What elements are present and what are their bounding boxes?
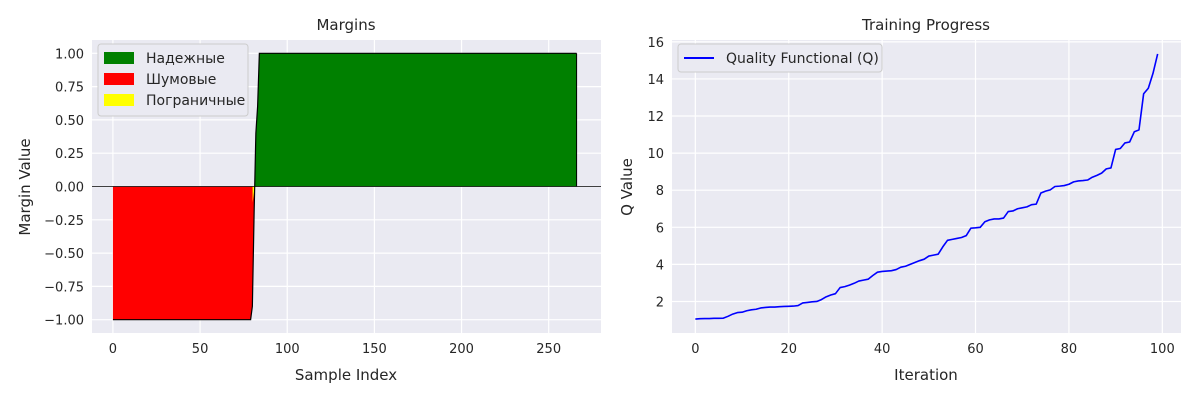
legend-swatch-border xyxy=(104,94,134,106)
training-legend: Quality Functional (Q) xyxy=(677,43,883,73)
training-grid xyxy=(672,40,1181,333)
training-progress-chart: 0 20 40 60 80 100 2 4 6 8 10 12 14 16 Training Progre… xyxy=(618,16,1181,384)
y-tick-label: −0.75 xyxy=(44,280,84,295)
legend-swatch-reliable xyxy=(104,52,134,64)
x-tick-label: 100 xyxy=(275,342,300,357)
training-title: Training Progress xyxy=(861,16,990,34)
x-tick-label: 80 xyxy=(1061,342,1078,357)
x-tick-label: 60 xyxy=(967,342,984,357)
y-tick-label: 0.00 xyxy=(55,181,84,196)
y-tick-label: −0.50 xyxy=(44,247,84,262)
margins-legend-box xyxy=(97,43,249,117)
y-tick-label: 0.50 xyxy=(55,114,84,129)
x-tick-label: 250 xyxy=(536,342,561,357)
margins-x-axis-label: Sample Index xyxy=(295,366,397,384)
reliable-area xyxy=(254,53,577,187)
x-tick-label: 0 xyxy=(109,342,117,357)
x-tick-label: 200 xyxy=(449,342,474,357)
y-tick-label: 8 xyxy=(656,184,664,199)
y-tick-label: 0.75 xyxy=(55,81,84,96)
y-tick-label: 4 xyxy=(656,258,664,273)
legend-swatch-noise xyxy=(104,73,134,85)
margins-ticks: 0 50 100 150 200 250 −1.00 −0.75 −0.50 −0.25 0.00 0… xyxy=(44,47,561,357)
margins-y-axis-label: Margin Value xyxy=(16,138,34,235)
y-tick-label: 1.00 xyxy=(55,47,84,62)
y-tick-label: 12 xyxy=(647,110,664,125)
legend-label-noise: Шумовые xyxy=(146,72,216,88)
training-y-axis-label: Q Value xyxy=(618,158,636,216)
x-tick-label: 50 xyxy=(192,342,209,357)
legend-label-quality: Quality Functional (Q) xyxy=(726,51,879,67)
y-tick-label: 16 xyxy=(647,36,664,51)
training-x-axis-label: Iteration xyxy=(894,366,958,384)
training-plot-area xyxy=(672,40,1181,333)
x-tick-label: 100 xyxy=(1150,342,1175,357)
x-tick-label: 0 xyxy=(691,342,699,357)
x-tick-label: 150 xyxy=(362,342,387,357)
margins-title: Margins xyxy=(316,16,375,34)
training-marks xyxy=(695,53,1159,320)
legend-label-reliable: Надежные xyxy=(146,51,225,67)
x-tick-label: 40 xyxy=(874,342,891,357)
x-tick-label: 20 xyxy=(780,342,797,357)
y-tick-label: 10 xyxy=(647,147,664,162)
y-tick-label: 0.25 xyxy=(55,147,84,162)
y-tick-label: −0.25 xyxy=(44,214,84,229)
training-legend-box xyxy=(677,43,883,73)
margins-marks xyxy=(92,52,601,321)
margin-curve xyxy=(112,52,577,321)
margins-legend: Надежные Шумовые Пограничные xyxy=(97,43,249,117)
margins-chart: 0 50 100 150 200 250 −1.00 −0.75 −0.50 −0.25 0.00 0… xyxy=(16,16,601,384)
training-ticks: 0 20 40 60 80 100 2 4 6 8 10 12 14 16 xyxy=(647,36,1174,357)
y-tick-label: 2 xyxy=(656,295,664,310)
legend-label-border: Пограничные xyxy=(146,93,245,109)
quality-line xyxy=(695,53,1159,320)
y-tick-label: 6 xyxy=(656,221,664,236)
noise-area xyxy=(112,186,255,320)
y-tick-label: 14 xyxy=(647,73,664,88)
y-tick-label: −1.00 xyxy=(44,314,84,329)
